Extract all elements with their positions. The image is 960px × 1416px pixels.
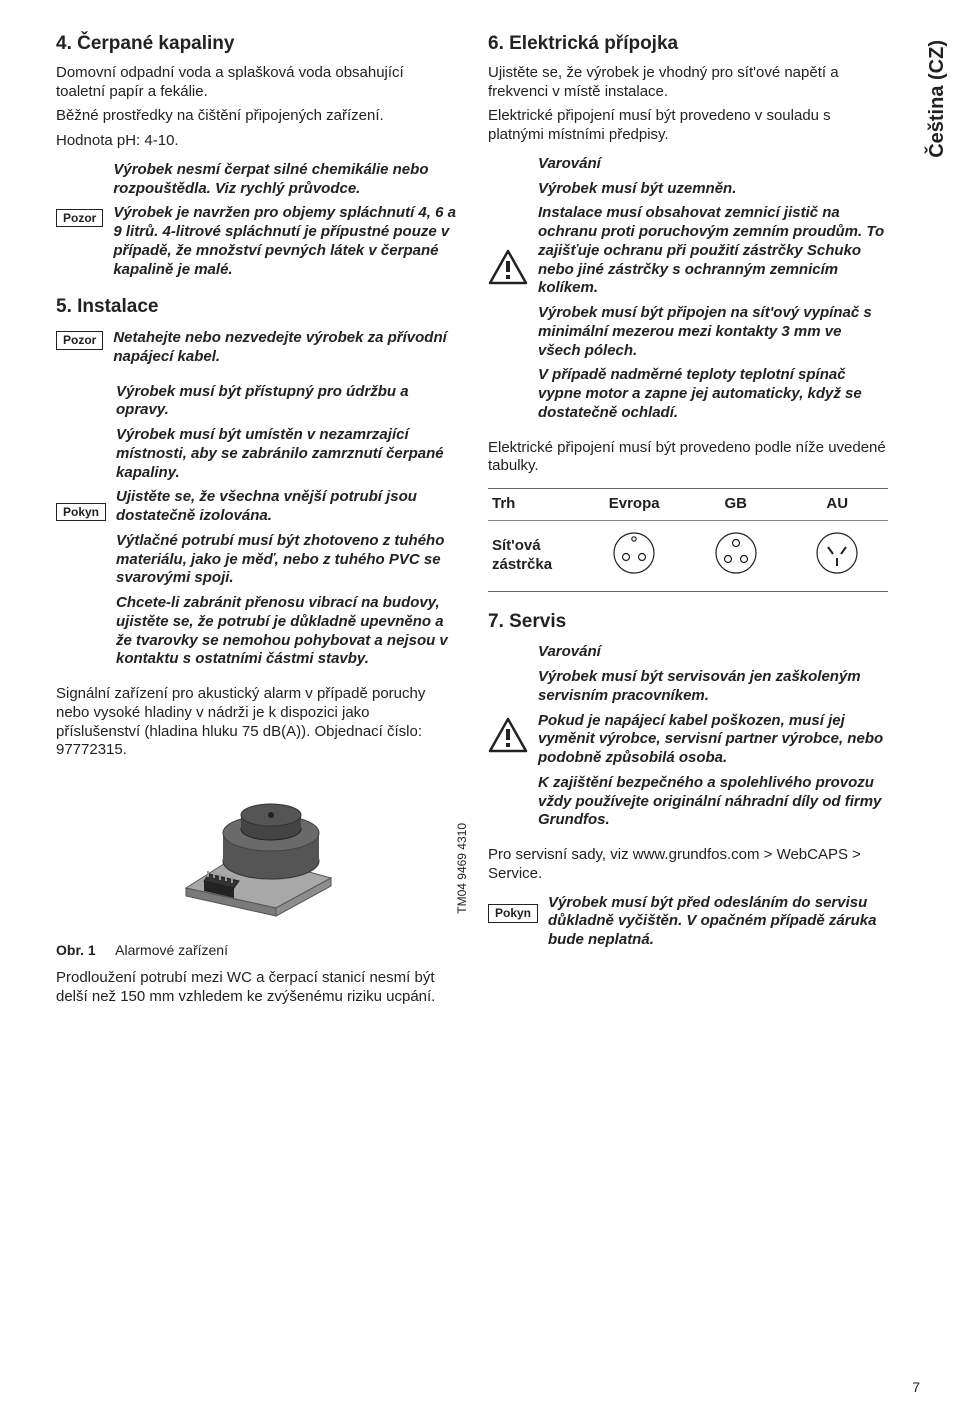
th-au: AU	[786, 495, 888, 514]
sec5-p-bottom: Prodloužení potrubí mezi WC a čerpací st…	[56, 969, 456, 1007]
figure-caption-text: Alarmové zařízení	[115, 942, 228, 958]
sec6-warn-c: Výrobek musí být připojen na sít'ový vyp…	[538, 304, 888, 360]
sec5-pozor: Netahejte nebo nezvedejte výrobek za pří…	[113, 329, 456, 367]
sec5-pokyn-d: Výtlačné potrubí musí být zhotoveno z tu…	[116, 532, 456, 588]
sec6-p1: Ujistěte se, že výrobek je vhodný pro sí…	[488, 64, 888, 102]
left-column: 4. Čerpané kapaliny Domovní odpadní voda…	[56, 32, 456, 1013]
table-header: Trh Evropa GB AU	[488, 489, 888, 521]
right-column: 6. Elektrická přípojka Ujistěte se, že v…	[488, 32, 888, 1013]
sec7-pokyn: Výrobek musí být před odesláním do servi…	[548, 894, 888, 950]
sec6-warn-b: Instalace musí obsahovat zemnicí jistič …	[538, 204, 888, 298]
sec6-p3: Elektrické připojení musí být provedeno …	[488, 439, 888, 477]
sec7-warn-c: K zajištění bezpečného a spolehlivého pr…	[538, 774, 888, 830]
th-gb: GB	[685, 495, 787, 514]
sec7-warn-a: Výrobek musí být servisován jen zaškolen…	[538, 668, 888, 706]
sec4-heading: 4. Čerpané kapaliny	[56, 32, 456, 56]
sec4-pozor-block: Pozor Výrobek nesmí čerpat silné chemiká…	[56, 161, 456, 286]
sec4-p3: Hodnota pH: 4-10.	[56, 132, 456, 151]
sec7-heading: 7. Servis	[488, 610, 888, 634]
pozor-label-2: Pozor	[56, 331, 103, 350]
plug-table: Trh Evropa GB AU Sít'ová zástrčka	[488, 488, 888, 592]
sec5-pokyn-block: Pokyn Výrobek musí být přístupný pro údr…	[56, 383, 456, 676]
content-columns: 4. Čerpané kapaliny Domovní odpadní voda…	[56, 32, 920, 1013]
sec5-pokyn-e: Chcete-li zabránit přenosu vibrací na bu…	[116, 594, 456, 669]
sec5-pokyn-b: Výrobek musí být umístěn v nezamrzající …	[116, 426, 456, 482]
sec6-warn-a: Výrobek musí být uzemněn.	[538, 180, 888, 199]
sec4-pozor-a: Výrobek nesmí čerpat silné chemikálie ne…	[113, 161, 456, 199]
figure-caption: Obr. 1 Alarmové zařízení	[56, 942, 456, 960]
warning-icon	[488, 249, 528, 285]
language-tab: Čeština (CZ)	[925, 40, 950, 158]
sec6-heading: 6. Elektrická přípojka	[488, 32, 888, 56]
sec7-pokyn-block: Pokyn Výrobek musí být před odesláním do…	[488, 894, 888, 956]
pokyn-label-2: Pokyn	[488, 904, 538, 923]
row-label: Sít'ová zástrčka	[488, 537, 583, 575]
sec4-p1: Domovní odpadní voda a splašková voda ob…	[56, 64, 456, 102]
table-row: Sít'ová zástrčka	[488, 521, 888, 591]
plug-gb	[685, 531, 787, 581]
figure-code: TM04 9469 4310	[455, 823, 470, 914]
page-number: 7	[912, 1379, 920, 1397]
pokyn-label: Pokyn	[56, 503, 106, 521]
plug-au	[786, 531, 888, 581]
sec7-warn-b: Pokud je napájecí kabel poškozen, musí j…	[538, 712, 888, 768]
plug-eu	[583, 531, 685, 581]
sec7-warning-block: Varování Výrobek musí být servisován jen…	[488, 643, 888, 836]
sec6-p2: Elektrické připojení musí být provedeno …	[488, 107, 888, 145]
warning-icon	[488, 717, 528, 753]
th-eu: Evropa	[583, 495, 685, 514]
pozor-label: Pozor	[56, 209, 103, 227]
th-trh: Trh	[488, 495, 583, 514]
sec5-pokyn-a: Výrobek musí být přístupný pro údržbu a …	[116, 383, 456, 421]
sec5-pokyn-c: Ujistěte se, že všechna vnější potrubí j…	[116, 488, 456, 526]
sec5-heading: 5. Instalace	[56, 295, 456, 319]
figure-label: Obr. 1	[56, 942, 96, 958]
sec7-warn-title: Varování	[538, 643, 888, 662]
sec4-p2: Běžné prostředky na čištění připojených …	[56, 107, 456, 126]
alarm-device-illustration	[156, 778, 356, 928]
sec5-pozor-block: Pozor Netahejte nebo nezvedejte výrobek …	[56, 329, 456, 373]
sec5-p-after: Signální zařízení pro akustický alarm v …	[56, 685, 456, 760]
sec7-p1: Pro servisní sady, viz www.grundfos.com …	[488, 846, 888, 884]
sec6-warn-d: V případě nadměrné teploty teplotní spín…	[538, 366, 888, 422]
sec6-warning-block: Varování Výrobek musí být uzemněn. Insta…	[488, 155, 888, 429]
figure-1: TM04 9469 4310	[56, 778, 456, 934]
sec6-warn-title: Varování	[538, 155, 888, 174]
sec4-pozor-b: Výrobek je navržen pro objemy spláchnutí…	[113, 204, 456, 279]
